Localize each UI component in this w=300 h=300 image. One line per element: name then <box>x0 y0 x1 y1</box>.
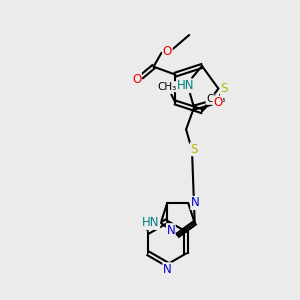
Text: S: S <box>220 82 228 95</box>
Text: S: S <box>190 143 198 156</box>
Text: O: O <box>132 73 141 86</box>
Text: N: N <box>167 224 175 237</box>
Text: N: N <box>191 196 200 209</box>
Text: CH₃: CH₃ <box>158 82 177 92</box>
Text: CH₃: CH₃ <box>206 94 225 104</box>
Text: O: O <box>163 45 172 58</box>
Text: N: N <box>163 263 172 276</box>
Text: HN: HN <box>142 216 160 230</box>
Text: HN: HN <box>177 79 195 92</box>
Text: O: O <box>213 96 222 109</box>
